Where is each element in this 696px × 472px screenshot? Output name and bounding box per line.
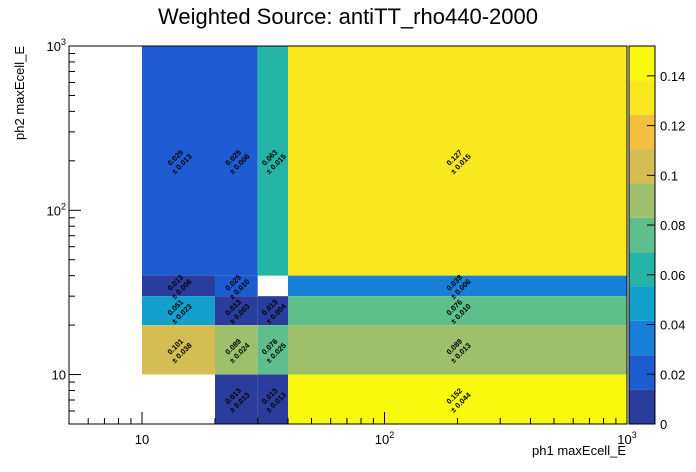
heatmap-cell [257,374,288,424]
heatmap-cell [214,374,258,424]
y-tick-label: 10 [52,368,66,383]
heatmap-cell [257,325,288,375]
x-tick-label: 102 [375,430,394,447]
color-scale-tick-label: 0.12 [660,119,685,134]
color-scale-tick-label: 0.08 [660,218,685,233]
color-scale-frame [628,45,656,425]
y-tick-label: 102 [47,201,66,218]
heatmap-cell [287,325,627,375]
plot-frame [68,45,628,425]
color-scale-tick-label: 0.14 [660,69,685,84]
x-tick-label: 103 [617,430,636,447]
color-scale-band [629,183,655,218]
color-scale-band [629,46,655,81]
heatmap-cell [287,296,627,326]
heatmap-cell [141,46,215,276]
heatmap-cell [141,325,215,375]
heatmap-cell [287,46,627,276]
heatmap-cell [287,374,627,424]
chart-title: Weighted Source: antiTT_rho440-2000 [158,4,538,29]
heatmap-cell [214,296,258,326]
color-scale-tick-label: 0.1 [660,168,678,183]
color-scale-tick-label: 0 [660,417,667,432]
color-scale-tick-label: 0.06 [660,268,685,283]
heatmap-cell [214,46,258,276]
x-tick-label: 10 [135,432,149,447]
color-scale-band [629,355,655,390]
heatmap-cell [141,275,215,297]
color-scale-band [629,80,655,115]
heatmap-cell [214,275,258,297]
heatmap-cell [141,296,215,326]
color-scale-band [629,389,655,424]
heatmap-cell [257,296,288,326]
color-scale-band [629,217,655,253]
y-tick-label: 103 [47,37,66,54]
color-scale-band [629,286,655,321]
color-scale-band [629,252,655,287]
heatmap-cell [214,325,258,375]
y-axis-label: ph2 maxEcell_E [12,46,27,140]
color-scale-band [629,114,655,150]
heatmap-cell [257,46,288,276]
color-scale-tick-label: 0.02 [660,367,685,382]
color-scale-band [629,149,655,184]
color-scale-tick-label: 0.04 [660,318,685,333]
heatmap-cell [287,275,627,297]
axis-ticks: 10 102 103 10 102 103 [47,37,637,447]
x-axis-label: ph1 maxEcell_E [532,443,626,458]
color-scale-bar: 0 0.02 0.04 0.06 0.08 0.1 0.12 0.14 [628,45,685,432]
heatmap-cells [141,46,627,424]
color-scale-band [629,320,655,356]
